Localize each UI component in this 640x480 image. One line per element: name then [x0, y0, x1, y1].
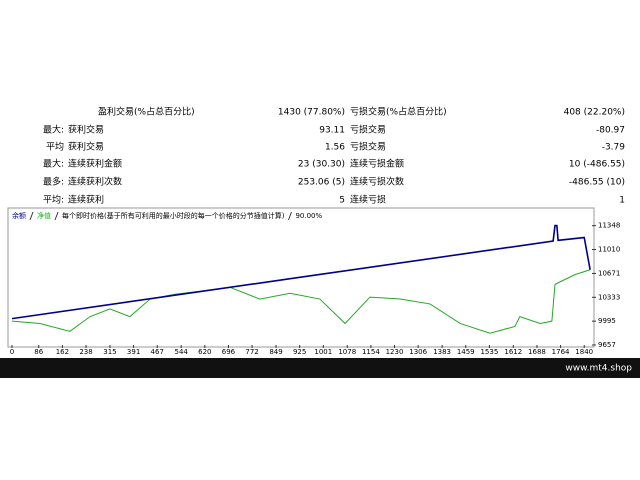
x-tick-label: 1840 [575, 348, 593, 356]
x-tick-label: 1535 [480, 348, 498, 356]
row-label: 连续亏损金额 [350, 158, 404, 170]
footer-text: www.mt4.shop [565, 364, 632, 374]
x-tick-label: 162 [56, 348, 69, 356]
row-label: 连续获利金额 [68, 158, 122, 170]
y-tick-label: 11010 [598, 246, 620, 254]
x-tick-label: 696 [222, 348, 236, 356]
x-tick-label: 391 [127, 348, 140, 356]
footer-bar [0, 358, 640, 378]
legend-entry: 余额 [12, 211, 26, 220]
series-line [11, 224, 591, 320]
row-prefix: 平均 [46, 141, 64, 153]
x-tick-label: 1383 [433, 348, 451, 356]
x-tick-label: 1688 [528, 348, 546, 356]
row-prefix: 最大: [43, 124, 64, 136]
row-label: 亏损交易 [350, 141, 386, 153]
x-tick-label: 315 [103, 348, 116, 356]
chart-subtitle: 每个即时价格(基于所有可利用的最小时段的每一个价格的分节插值计算) [62, 211, 285, 220]
legend-separator [288, 211, 292, 221]
row-prefix: 最大: [43, 158, 64, 170]
row-value: 408 (22.20%) [564, 108, 625, 118]
x-tick-label: 1154 [362, 348, 380, 356]
row-value: 1 [619, 196, 625, 206]
x-tick-label: 620 [198, 348, 211, 356]
x-tick-label: 849 [269, 348, 282, 356]
y-tick-label: 9995 [598, 317, 616, 325]
x-tick-label: 86 [34, 348, 43, 356]
x-tick-label: 1230 [386, 348, 404, 356]
row-value: 1430 (77.80%) [278, 108, 345, 118]
row-label: 连续获利次数 [68, 176, 122, 188]
row-value: 10 (-486.55) [569, 160, 625, 170]
legend-separator [54, 211, 59, 221]
x-tick-label: 925 [293, 348, 306, 356]
y-tick-label: 10671 [598, 269, 620, 277]
series-line [11, 269, 591, 334]
row-value: 1.56 [325, 143, 345, 153]
x-tick-label: 1001 [314, 348, 332, 356]
row-value: 93.11 [319, 126, 345, 136]
row-label: 连续亏损次数 [350, 176, 404, 188]
row-value: -3.79 [602, 143, 626, 153]
row-label: 连续亏损 [350, 194, 386, 206]
x-tick-label: 1764 [552, 348, 570, 356]
row-value: -80.97 [596, 126, 625, 136]
row-value: 253.06 (5) [298, 178, 345, 188]
x-tick-label: 1306 [409, 348, 427, 356]
x-tick-label: 1078 [338, 348, 356, 356]
x-tick-label: 238 [79, 348, 92, 356]
x-tick-label: 1459 [457, 348, 475, 356]
x-tick-label: 772 [245, 348, 258, 356]
y-tick-label: 10333 [598, 293, 620, 301]
row-prefix: 平均: [43, 194, 64, 206]
x-tick-label: 467 [151, 348, 164, 356]
x-tick-label: 1612 [504, 348, 522, 356]
row-label: 亏损交易 [350, 124, 386, 136]
row-prefix: 最多: [43, 176, 64, 188]
row-value: -486.55 (10) [569, 178, 625, 188]
row-label: 盈利交易(%占总百分比) [98, 106, 195, 118]
legend-separator [29, 211, 34, 221]
x-tick-label: 0 [10, 348, 14, 356]
y-tick-label: 11348 [598, 222, 620, 230]
row-value: 5 [339, 196, 345, 206]
row-label: 连续获利 [68, 194, 104, 206]
row-label: 获利交易 [68, 124, 104, 136]
legend-entry: 净值 [37, 211, 51, 220]
x-tick-label: 544 [174, 348, 188, 356]
row-label: 亏损交易(%占总百分比) [350, 106, 447, 118]
chart-quality: 90.00% [295, 212, 322, 220]
y-tick-label: 9657 [598, 341, 616, 349]
row-value: 23 (30.30) [298, 160, 345, 170]
row-label: 获利交易 [68, 141, 104, 153]
